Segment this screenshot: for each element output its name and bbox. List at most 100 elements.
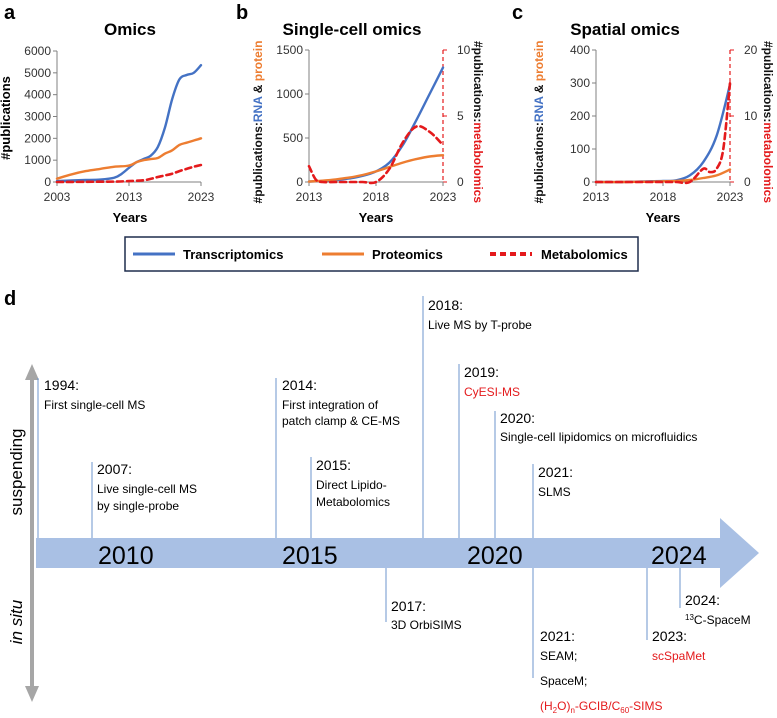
- chart-c-ytick-label-200: 200: [570, 109, 590, 123]
- event-2017-text: 3D OrbiSIMS: [391, 618, 462, 632]
- event-2019-year: 2019:: [464, 364, 499, 380]
- chart-b-ytick-label-500: 500: [283, 131, 303, 145]
- chart-c-ytick-label-400: 400: [570, 43, 590, 57]
- chart-a-ytick-label-2000: 2000: [24, 131, 51, 145]
- chart-c-xtick-label-2013: 2013: [583, 190, 610, 204]
- chart-b-xlabel: Years: [359, 210, 394, 225]
- side-label-suspending: suspending: [7, 429, 26, 516]
- event-2014: 2014: First integration of patch clamp &…: [282, 377, 400, 428]
- event-1994-text: First single-cell MS: [44, 398, 145, 412]
- chart-a-ytick-label-6000: 6000: [24, 44, 51, 58]
- event-2021-below-text-2: SpaceM;: [540, 674, 587, 688]
- chart-a-title: Omics: [104, 20, 156, 39]
- chart-c-xlabel: Years: [646, 210, 681, 225]
- chart-c-xtick-label-2023: 2023: [717, 190, 744, 204]
- event-2017-year: 2017:: [391, 598, 426, 614]
- event-2018-year: 2018:: [428, 297, 463, 313]
- event-2023: 2023: scSpaMet: [652, 628, 706, 663]
- event-2015-text-2: Metabolomics: [316, 495, 390, 509]
- chart-a-ytick-label-3000: 3000: [24, 110, 51, 124]
- event-2023-text: scSpaMet: [652, 649, 706, 663]
- event-2024-text: 13C-SpaceM: [685, 613, 751, 627]
- event-2018: 2018: Live MS by T-probe: [428, 297, 532, 332]
- chart-b-series-proteomics: [307, 154, 445, 183]
- timeline-year-2020: 2020: [467, 542, 523, 570]
- event-2023-year: 2023:: [652, 628, 687, 644]
- chart-c-ytick-label-0: 0: [583, 175, 590, 189]
- chart-b-ytick-label-1500: 1500: [276, 43, 303, 57]
- event-2014-text-1: First integration of: [282, 398, 379, 412]
- event-2021-below-text-3: (H2O)n-GCIB/C60-SIMS: [540, 699, 663, 715]
- chart-b-xtick-label-2023: 2023: [430, 190, 457, 204]
- chart-b-ylabel-right: #publications:metabolomics: [471, 41, 485, 203]
- event-2015-year: 2015:: [316, 457, 351, 473]
- panel-c-spatial-chart: c Spatial omics 0 100 200 300 400 0 10 20 2013…: [512, 2, 775, 225]
- panel-b-single-cell-chart: b Single-cell omics 0 500 1000 1500 0 5 10 20…: [236, 2, 485, 225]
- legend-transcriptomics-label: Transcriptomics: [183, 247, 283, 262]
- panel-label-b: b: [236, 2, 248, 24]
- event-2018-text: Live MS by T-probe: [428, 318, 532, 332]
- event-2024: 2024: 13C-SpaceM: [685, 592, 751, 627]
- panel-d-timeline: d suspending in situ 2010 2015 2020 2024…: [4, 288, 759, 715]
- timeline-year-2015: 2015: [282, 542, 338, 570]
- chart-a-series-proteomics: [55, 137, 203, 180]
- timeline-year-2024: 2024: [651, 542, 707, 570]
- panel-a-omics-chart: a Omics 0 1000 2000 3000 4000 5000 6000 2003 20…: [0, 2, 215, 225]
- event-2019: 2019: CyESI-MS: [464, 364, 520, 399]
- event-2020: 2020: Single-cell lipidomics on microflu…: [500, 410, 697, 444]
- chart-a-series-metabolomics: [55, 163, 203, 184]
- chart-b-y2tick-label-5: 5: [457, 109, 464, 123]
- chart-b-title: Single-cell omics: [283, 20, 422, 39]
- panel-label-d: d: [4, 288, 16, 310]
- chart-c-ytick-label-300: 300: [570, 76, 590, 90]
- chart-c-series-metabolomics: [594, 81, 732, 185]
- chart-c-xtick-label-2018: 2018: [650, 190, 677, 204]
- chart-b-ylabel-left: #publications:RNA & protein: [251, 41, 265, 204]
- panel-label-a: a: [4, 2, 16, 24]
- chart-c-y2tick-label-20: 20: [744, 43, 758, 57]
- chart-c-series-transcriptomics: [594, 83, 732, 184]
- event-1994: 1994: First single-cell MS: [44, 377, 145, 412]
- timeline-arrow: [36, 518, 759, 588]
- event-2021-below-year: 2021:: [540, 628, 575, 644]
- chart-a-ylabel: #publications: [0, 76, 13, 160]
- chart-b-y2tick-label-10: 10: [457, 43, 471, 57]
- event-2021-above: 2021: SLMS: [538, 464, 573, 499]
- chart-c-ytick-label-100: 100: [570, 142, 590, 156]
- legend-metabolomics-label: Metabolomics: [541, 247, 628, 262]
- event-2007-text-1: Live single-cell MS: [97, 482, 197, 496]
- chart-a-xtick-label-2023: 2023: [188, 190, 215, 204]
- event-2021-below-text-1: SEAM;: [540, 649, 577, 663]
- chart-a-series-transcriptomics: [55, 64, 203, 183]
- side-label-in-situ: in situ: [7, 599, 26, 644]
- event-2021-above-text: SLMS: [538, 485, 571, 499]
- timeline-year-2010: 2010: [98, 542, 154, 570]
- chart-c-ylabel-right: #publications:metabolomics: [761, 41, 775, 203]
- event-2020-year: 2020:: [500, 410, 535, 426]
- chart-b-series-transcriptomics: [307, 66, 445, 183]
- event-2021-below: 2021: SEAM; SpaceM; (H2O)n-GCIB/C60-SIMS: [540, 628, 663, 715]
- event-2021-above-year: 2021:: [538, 464, 573, 480]
- event-2015: 2015: Direct Lipido- Metabolomics: [316, 457, 390, 509]
- event-2019-text: CyESI-MS: [464, 385, 520, 399]
- side-arrow-down-icon: [25, 686, 39, 702]
- event-2007: 2007: Live single-cell MS by single-prob…: [97, 461, 197, 513]
- chart-b-ytick-label-1000: 1000: [276, 87, 303, 101]
- legend-box: [124, 236, 639, 272]
- chart-a-xlabel: Years: [113, 210, 148, 225]
- event-2007-text-2: by single-probe: [97, 499, 179, 513]
- chart-a-xtick-label-2013: 2013: [116, 190, 143, 204]
- event-2007-year: 2007:: [97, 461, 132, 477]
- legend-proteomics-label: Proteomics: [372, 247, 443, 262]
- event-1994-year: 1994:: [44, 377, 79, 393]
- chart-b-y2tick-label-0: 0: [457, 175, 464, 189]
- chart-b-xtick-label-2018: 2018: [363, 190, 390, 204]
- chart-a-ytick-label-5000: 5000: [24, 66, 51, 80]
- chart-a-xtick-label-2003: 2003: [44, 190, 71, 204]
- chart-b-ytick-label-0: 0: [296, 175, 303, 189]
- chart-c-ylabel-left: #publications:RNA & protein: [532, 41, 546, 204]
- side-arrow-up-icon: [25, 364, 39, 380]
- event-2014-year: 2014:: [282, 377, 317, 393]
- legend: Transcriptomics Proteomics Metabolomics: [124, 236, 639, 272]
